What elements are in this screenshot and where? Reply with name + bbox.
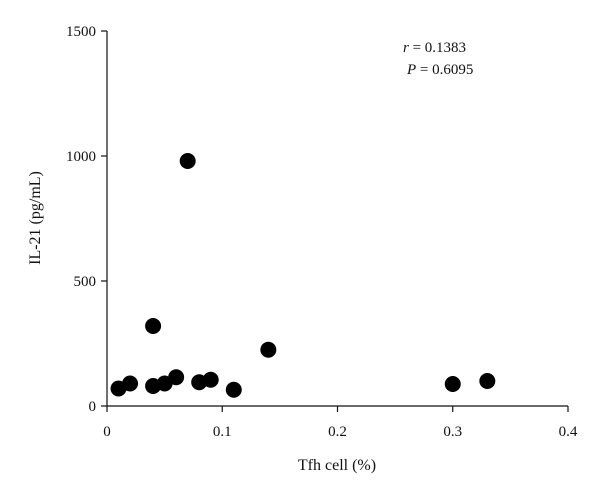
p-symbol: P [406,62,416,78]
r-value: = 0.1383 [409,40,466,56]
y-tick-label: 500 [74,274,97,290]
data-point [145,318,162,334]
data-points [110,153,496,398]
y-tick-label: 1500 [66,24,96,40]
y-axis-label: IL-21 (pg/mL) [27,171,44,265]
x-ticks: 0 0.1 0.2 0.3 0.4 [103,406,578,440]
x-tick-label: 0.1 [213,424,232,440]
data-point [260,341,277,358]
data-point [122,375,139,392]
data-point [179,153,196,169]
x-tick-label: 0.3 [443,424,462,440]
r-symbol: r [403,40,409,56]
x-axis-label: Tfh cell (%) [298,457,376,474]
data-point [444,376,461,392]
data-point [225,381,242,398]
data-point [168,369,185,386]
axes [106,31,568,407]
x-tick-label: 0.4 [559,424,578,440]
p-value-annotation: P = 0.6095 [406,62,473,78]
correlation-annotation: r = 0.1383 [403,40,466,56]
y-ticks: 0 500 1000 1500 [66,24,107,415]
y-tick-label: 0 [89,399,97,415]
x-tick-label: 0 [103,424,111,440]
y-tick-label: 1000 [66,149,96,165]
data-point [479,373,496,389]
data-point [202,371,219,388]
p-value: = 0.6095 [416,62,473,78]
x-tick-label: 0.2 [328,424,347,440]
